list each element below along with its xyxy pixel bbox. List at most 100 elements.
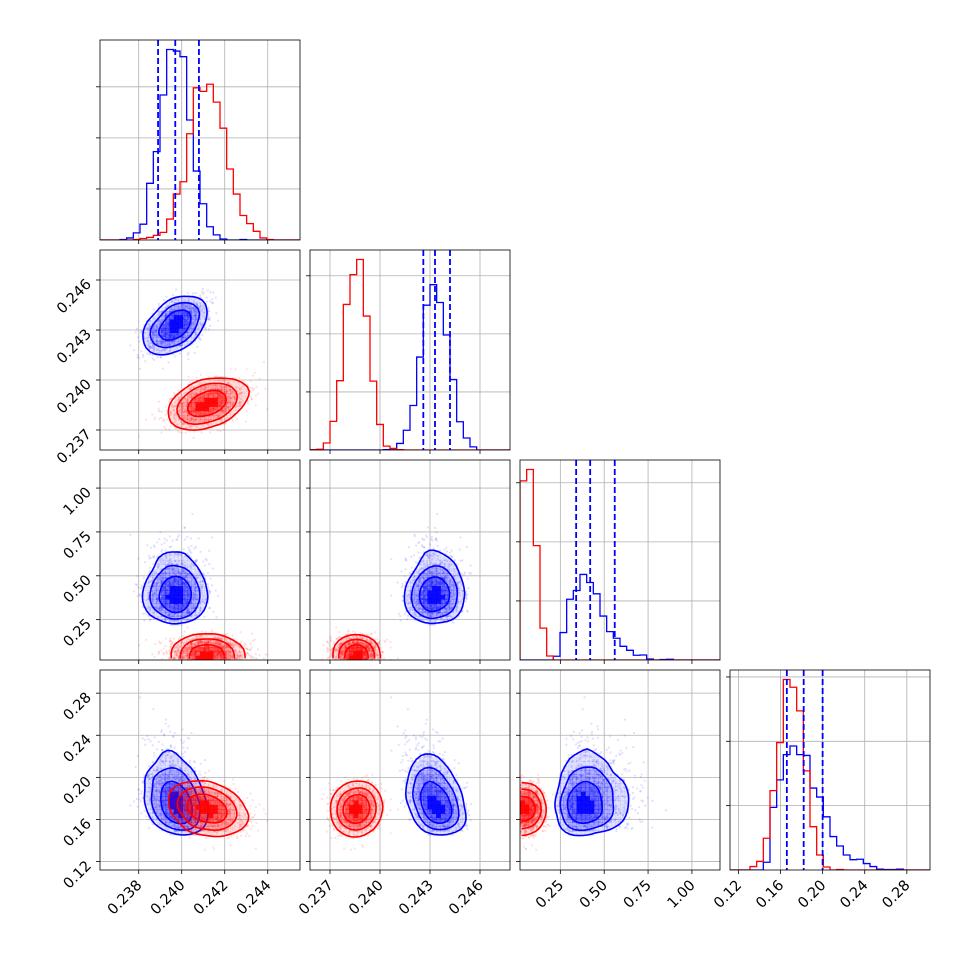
- sample-point-red: [184, 647, 187, 650]
- sample-point-blue: [153, 334, 156, 338]
- sample-point-blue: [156, 577, 160, 580]
- sample-point-blue: [202, 304, 205, 307]
- density-cell-red: [182, 423, 188, 429]
- sample-point-blue: [193, 593, 196, 596]
- sample-point-blue: [198, 321, 202, 324]
- sample-point-blue: [189, 582, 192, 586]
- sample-point-red: [207, 640, 210, 643]
- sample-point-red: [186, 658, 190, 660]
- sample-point-blue: [195, 585, 198, 588]
- sample-point-red: [229, 642, 232, 645]
- sample-point-red: [249, 395, 252, 399]
- sample-point-red: [226, 400, 230, 404]
- density-cell-blue: [160, 599, 166, 604]
- density-cell-blue: [160, 586, 166, 591]
- sample-point-red: [145, 638, 148, 641]
- sample-point-blue: [149, 606, 152, 609]
- sample-point-blue: [211, 567, 215, 570]
- sample-point-red: [228, 642, 231, 645]
- sample-point-red: [180, 403, 183, 407]
- sample-point-red: [185, 648, 188, 651]
- sample-point-red: [175, 416, 178, 419]
- density-cell-red: [239, 397, 244, 403]
- sample-point-red: [186, 398, 189, 401]
- sample-point-red: [205, 386, 208, 389]
- sample-point-blue: [163, 571, 166, 574]
- sample-point-blue: [188, 550, 191, 553]
- sample-point-red: [191, 644, 194, 647]
- density-cell-red: [234, 380, 240, 386]
- sample-point-red: [178, 398, 181, 401]
- sample-point-red: [158, 410, 161, 413]
- sample-point-red: [195, 635, 198, 638]
- sample-point-blue: [166, 344, 169, 347]
- sample-point-blue: [157, 302, 160, 306]
- sample-point-blue: [186, 353, 189, 356]
- sample-point-blue: [187, 580, 191, 584]
- sample-point-red: [244, 420, 248, 423]
- density-cell-blue: [160, 341, 166, 347]
- sample-point-blue: [171, 300, 174, 303]
- sample-point-red: [158, 417, 161, 421]
- sample-point-red: [179, 421, 183, 424]
- sample-point-blue: [192, 595, 195, 598]
- sample-point-blue: [164, 312, 168, 315]
- sample-point-red: [238, 656, 241, 660]
- sample-point-red: [217, 642, 220, 645]
- density-cell-red: [226, 380, 231, 386]
- sample-point-red: [173, 405, 176, 408]
- sample-point-blue: [172, 571, 175, 575]
- sample-point-blue: [170, 562, 174, 565]
- density-cell-blue: [165, 581, 170, 587]
- sample-point-blue: [207, 607, 211, 610]
- density-cell-blue: [200, 306, 205, 312]
- density-cell-red: [221, 415, 227, 420]
- sample-point-red: [154, 416, 157, 419]
- sample-point-red: [190, 642, 193, 645]
- sample-point-red: [222, 647, 225, 651]
- sample-point-blue: [210, 536, 214, 539]
- density-cell-red: [204, 402, 210, 407]
- sample-point-blue: [192, 301, 196, 304]
- sample-point-blue: [182, 572, 185, 575]
- sample-point-blue: [160, 543, 163, 546]
- sample-point-blue: [194, 586, 197, 589]
- sample-point-red: [226, 641, 230, 644]
- sample-point-blue: [192, 598, 195, 602]
- density-cell-red: [226, 389, 231, 394]
- sample-point-red: [240, 397, 243, 400]
- density-cell-blue: [156, 564, 162, 570]
- sample-point-blue: [194, 303, 198, 306]
- sample-point-blue: [162, 579, 165, 582]
- sample-point-blue: [193, 583, 196, 586]
- density-cell-blue: [186, 590, 192, 596]
- sample-point-red: [200, 634, 203, 637]
- sample-point-blue: [186, 342, 190, 345]
- density-cell-blue: [165, 332, 170, 338]
- sample-point-red: [219, 430, 222, 433]
- sample-point-red: [232, 394, 236, 398]
- sample-point-red: [183, 410, 186, 413]
- sample-point-blue: [160, 344, 163, 347]
- sample-point-blue: [195, 560, 198, 563]
- sample-point-blue: [187, 296, 191, 299]
- density-cell-blue: [178, 302, 184, 307]
- sample-point-red: [173, 650, 176, 653]
- sample-point-red: [233, 395, 236, 399]
- density-cell-red: [169, 415, 175, 420]
- sample-point-red: [235, 404, 238, 407]
- sample-point-blue: [168, 559, 172, 562]
- sample-point-blue: [162, 577, 166, 580]
- density-cell-blue: [182, 568, 188, 574]
- sample-point-blue: [144, 360, 147, 363]
- density-cell-blue: [191, 607, 197, 613]
- sample-point-red: [145, 418, 148, 421]
- sample-point-blue: [192, 593, 195, 597]
- sample-point-red: [224, 390, 227, 393]
- sample-point-red: [189, 648, 192, 651]
- sample-point-red: [168, 639, 171, 642]
- density-cell-blue: [169, 297, 175, 303]
- density-cell-red: [178, 410, 184, 416]
- sample-point-red: [176, 423, 179, 426]
- sample-point-blue: [192, 564, 195, 567]
